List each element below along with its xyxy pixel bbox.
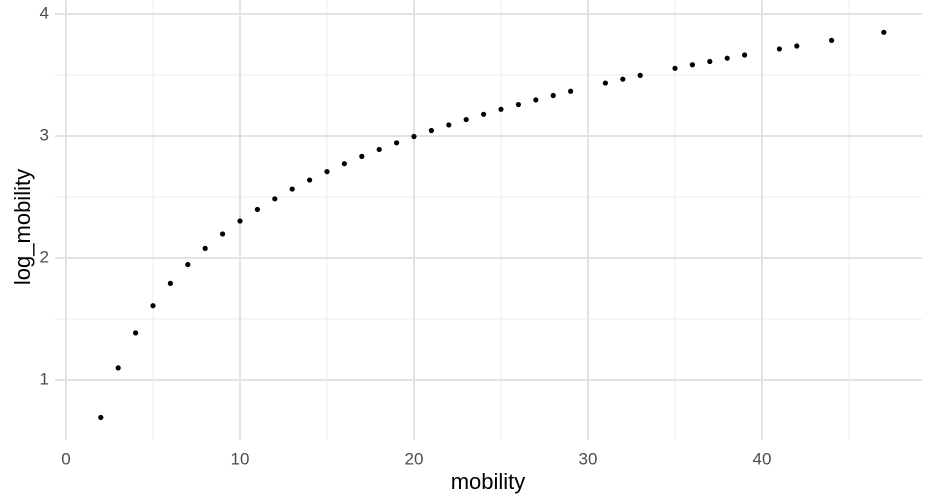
point <box>254 206 260 213</box>
point <box>341 161 348 167</box>
point <box>446 122 452 128</box>
point <box>167 280 173 286</box>
point <box>672 65 678 71</box>
point <box>411 133 417 140</box>
point <box>428 127 435 134</box>
x-axis-title: mobility <box>451 469 526 494</box>
point <box>829 37 835 43</box>
y-axis-title: log_mobility <box>10 169 35 285</box>
y-tick-label: 2 <box>40 247 49 266</box>
point <box>620 76 626 82</box>
x-tick-label: 10 <box>231 449 250 468</box>
point <box>689 62 696 68</box>
point <box>394 140 400 146</box>
point <box>742 52 748 58</box>
point <box>724 55 730 61</box>
point <box>794 43 800 49</box>
x-tick-label: 40 <box>753 449 772 468</box>
point <box>533 97 539 103</box>
point <box>568 88 574 94</box>
point <box>150 303 156 309</box>
point <box>359 153 365 159</box>
point <box>550 92 556 99</box>
x-tick-label: 30 <box>579 449 598 468</box>
point <box>306 177 313 183</box>
point <box>132 330 139 336</box>
point <box>881 29 887 35</box>
point <box>202 245 208 251</box>
point <box>463 116 469 123</box>
point <box>115 365 121 371</box>
point <box>515 101 522 108</box>
point <box>498 106 504 112</box>
point <box>707 58 713 65</box>
point <box>237 218 243 224</box>
point <box>481 111 487 117</box>
point <box>289 186 295 192</box>
y-tick-label: 1 <box>40 369 49 388</box>
point <box>272 196 278 202</box>
y-tick-label: 4 <box>40 4 49 23</box>
point <box>324 169 330 175</box>
point <box>602 80 609 86</box>
point <box>219 231 226 237</box>
point <box>776 46 783 52</box>
point <box>376 146 382 153</box>
point <box>98 414 104 421</box>
point <box>637 72 643 78</box>
x-tick-label: 20 <box>405 449 424 468</box>
y-tick-label: 3 <box>40 125 49 144</box>
x-tick-label: 0 <box>61 449 70 468</box>
point <box>185 261 191 268</box>
